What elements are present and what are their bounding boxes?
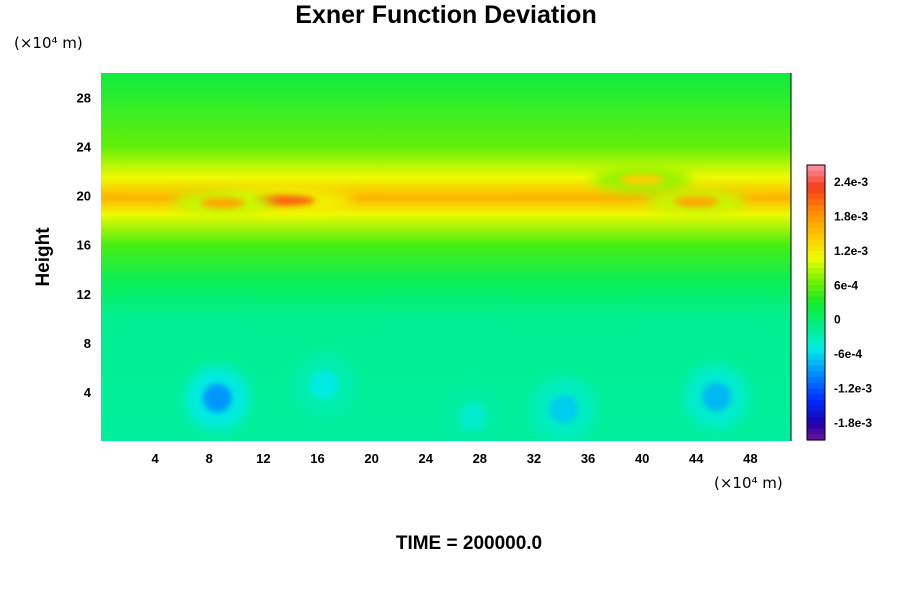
y-unit-label: (×10⁴ m) bbox=[14, 34, 83, 52]
x-tick-label: 40 bbox=[635, 451, 649, 466]
field-feature bbox=[202, 383, 232, 413]
colorbar-tick-label: 0 bbox=[834, 313, 841, 327]
field-feature bbox=[200, 197, 246, 209]
colorbar-band bbox=[807, 170, 825, 178]
colorbar-band bbox=[807, 405, 825, 412]
x-unit-label: (×10⁴ m) bbox=[714, 474, 783, 492]
colorbar-band bbox=[807, 342, 825, 349]
colorbar-tick-label: -1.8e-3 bbox=[834, 416, 872, 430]
y-tick-label: 20 bbox=[77, 189, 91, 204]
colorbar-band bbox=[807, 250, 825, 258]
colorbar-band bbox=[807, 205, 825, 212]
x-tick-label: 20 bbox=[364, 451, 378, 466]
y-tick-label: 4 bbox=[84, 385, 92, 400]
colorbar-band bbox=[807, 434, 825, 441]
colorbar-band bbox=[807, 313, 825, 321]
field-feature bbox=[309, 370, 339, 399]
colorbar-band bbox=[807, 273, 825, 281]
x-tick-label: 32 bbox=[527, 451, 541, 466]
colorbar-band bbox=[807, 296, 825, 304]
field-features bbox=[172, 167, 749, 441]
colorbar-band bbox=[807, 279, 825, 286]
y-ticks: 4 8 12 16 20 24 28 bbox=[77, 91, 92, 400]
time-label: TIME = 200000.0 bbox=[396, 533, 542, 554]
colorbar-band bbox=[807, 268, 825, 275]
colorbar-band bbox=[807, 308, 825, 315]
colorbar-band bbox=[807, 336, 825, 344]
colorbar-band bbox=[807, 428, 825, 435]
x-tick-label: 44 bbox=[689, 451, 704, 466]
colorbar-band bbox=[807, 382, 825, 390]
x-tick-label: 8 bbox=[206, 451, 213, 466]
field-feature bbox=[619, 174, 665, 186]
chart-title: Exner Function Deviation bbox=[295, 1, 596, 29]
colorbar-band bbox=[807, 291, 825, 298]
colorbar-band bbox=[807, 233, 825, 241]
colorbar-band bbox=[807, 302, 825, 309]
colorbar-band bbox=[807, 187, 825, 195]
y-tick-label: 24 bbox=[77, 140, 92, 155]
y-tick-label: 12 bbox=[77, 287, 91, 302]
x-tick-label: 16 bbox=[310, 451, 324, 466]
colorbar-band bbox=[807, 354, 825, 361]
colorbar-band bbox=[807, 399, 825, 407]
colorbar-tick-label: 1.2e-3 bbox=[834, 244, 868, 258]
colorbar-tick-label: 6e-4 bbox=[834, 278, 858, 292]
field-feature bbox=[549, 394, 579, 424]
colorbar-band bbox=[807, 285, 825, 292]
colorbar-band bbox=[807, 222, 825, 229]
x-tick-label: 24 bbox=[418, 451, 433, 466]
colorbar-band bbox=[807, 199, 825, 206]
y-tick-label: 28 bbox=[77, 91, 91, 106]
colorbar-band bbox=[807, 376, 825, 384]
colorbar-band bbox=[807, 239, 825, 246]
colorbar-band bbox=[807, 216, 825, 223]
x-tick-label: 4 bbox=[152, 451, 160, 466]
colorbar-band bbox=[807, 411, 825, 418]
field-feature bbox=[673, 196, 719, 208]
colorbar-band bbox=[807, 365, 825, 372]
field-feature bbox=[702, 382, 731, 412]
colorbar-band bbox=[807, 422, 825, 430]
colorbar-band bbox=[807, 371, 825, 378]
colorbar-band bbox=[807, 348, 825, 355]
x-tick-label: 28 bbox=[473, 451, 487, 466]
colorbar-band bbox=[807, 388, 825, 395]
colorbar-band bbox=[807, 176, 825, 183]
colorbar-band bbox=[807, 359, 825, 367]
field-feature bbox=[458, 402, 488, 431]
colorbar-band bbox=[807, 325, 825, 332]
y-axis-label: Height bbox=[33, 227, 54, 287]
colorbar: 2.4e-3 1.8e-3 1.2e-3 6e-4 0 -6e-4 -1.2e-3 -1.8e… bbox=[806, 164, 872, 441]
colorbar-band bbox=[807, 394, 825, 401]
colorbar-band bbox=[807, 228, 825, 235]
colorbar-band bbox=[807, 182, 825, 189]
colorbar-band bbox=[807, 210, 825, 218]
colorbar-band bbox=[807, 262, 825, 269]
x-ticks: 4 8 12 16 20 24 28 32 36 40 44 48 bbox=[152, 451, 758, 466]
colorbar-band bbox=[807, 331, 825, 338]
colorbar-band bbox=[807, 319, 825, 327]
colorbar-band bbox=[807, 193, 825, 200]
colorbar-band bbox=[807, 245, 825, 252]
colorbar-tick-label: 1.8e-3 bbox=[834, 210, 868, 224]
colorbar-band bbox=[807, 256, 825, 263]
colorbar-tick-label: 2.4e-3 bbox=[834, 175, 868, 189]
colorbar-tick-label: -1.2e-3 bbox=[834, 381, 872, 395]
y-tick-label: 16 bbox=[77, 238, 91, 253]
x-tick-label: 12 bbox=[256, 451, 270, 466]
plot-area bbox=[101, 73, 792, 441]
x-tick-label: 48 bbox=[743, 451, 757, 466]
x-tick-label: 36 bbox=[581, 451, 595, 466]
colorbar-band bbox=[807, 165, 825, 172]
colorbar-tick-label: -6e-4 bbox=[834, 347, 862, 361]
y-tick-label: 8 bbox=[84, 336, 91, 351]
colorbar-band bbox=[807, 417, 825, 424]
colorbar-frame bbox=[806, 164, 826, 441]
